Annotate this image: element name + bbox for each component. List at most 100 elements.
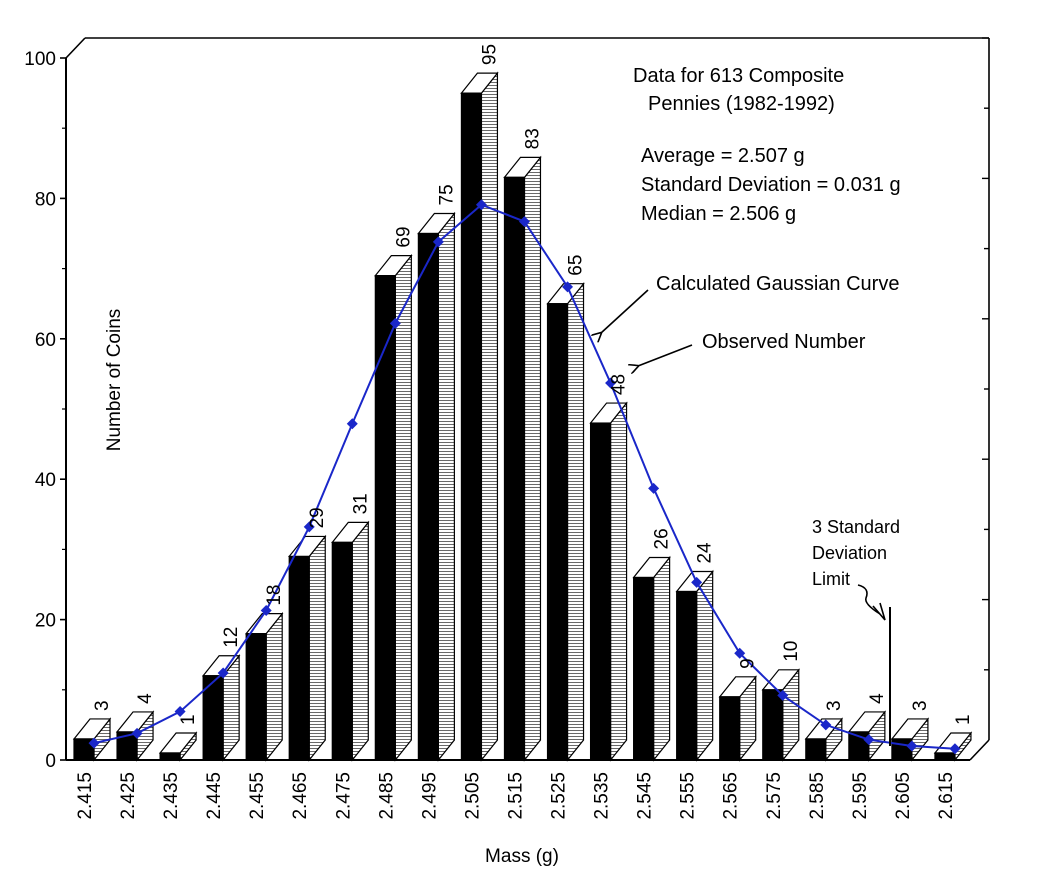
- x-tick-label: 2.425: [118, 772, 139, 820]
- bar-value-label: 69: [393, 226, 414, 247]
- bar-side-face: [308, 534, 326, 762]
- frame-bottom-right-depth: [969, 739, 990, 761]
- bar: [847, 710, 887, 762]
- bar: [287, 534, 327, 762]
- bar-value-label: 12: [221, 627, 242, 648]
- gaussian-curve-label: Calculated Gaussian Curve: [656, 273, 899, 295]
- y-tick-label: 0: [45, 751, 56, 772]
- x-tick-label: 2.505: [462, 772, 483, 820]
- median-text: Median = 2.506 g: [641, 203, 796, 225]
- gaussian-curve-point: [303, 521, 315, 533]
- bar-front-face: [288, 555, 310, 761]
- bar-value-label: 65: [566, 255, 587, 276]
- gaussian-curve-point: [562, 281, 574, 293]
- x-tick-label: 2.525: [549, 772, 570, 820]
- y-tick-label: 100: [24, 49, 56, 70]
- limit-arrow-head: [872, 602, 886, 621]
- gaussian-curve-point: [131, 727, 143, 739]
- bar-front-face: [633, 576, 655, 761]
- x-axis-tick-labels: 2.415 2.425 2.435 2.445 2.455 2.465 2.475 2.485…: [75, 772, 957, 820]
- bar: [761, 668, 801, 762]
- bar: [201, 654, 241, 762]
- y-tick-label: 40: [35, 470, 56, 491]
- bar: [890, 717, 930, 762]
- bar-front-face: [417, 232, 439, 761]
- bar: [460, 71, 499, 762]
- bar-value-label: 1: [178, 714, 199, 725]
- gaussian-curve-point: [691, 576, 703, 588]
- gaussian-curve-point: [475, 199, 487, 211]
- bar-value-label: 83: [522, 128, 543, 149]
- gaussian-arrow: [601, 289, 649, 333]
- x-tick-label: 2.415: [75, 772, 96, 820]
- x-tick-label: 2.595: [850, 772, 871, 820]
- bar-value-label: 31: [350, 493, 371, 514]
- gaussian-curve-point: [217, 667, 229, 679]
- x-tick-label: 2.455: [247, 772, 268, 820]
- bar-value-label: 24: [695, 542, 716, 564]
- bar-value-label: 29: [307, 507, 328, 528]
- gaussian-curve-point: [906, 740, 918, 752]
- bar-side-face: [653, 555, 671, 762]
- bar-value-label: 3: [92, 700, 113, 711]
- bar-front-face: [159, 752, 181, 761]
- observed-arrow: [638, 344, 693, 366]
- bar: [158, 731, 198, 762]
- x-tick-label: 2.465: [290, 772, 311, 820]
- gaussian-curve-point: [88, 737, 100, 749]
- x-tick-label: 2.585: [807, 772, 828, 820]
- gaussian-curve-point: [820, 719, 832, 731]
- x-tick-label: 2.535: [592, 772, 613, 820]
- bar: [374, 253, 413, 762]
- data-title-line1: Data for 613 Composite: [633, 65, 844, 87]
- x-tick-label: 2.485: [376, 772, 397, 820]
- gaussian-curve-point: [605, 377, 617, 389]
- bar-front-face: [460, 92, 483, 761]
- bar-value-label: 18: [264, 584, 285, 605]
- gaussian-curve-point: [777, 689, 789, 701]
- bar-side-face: [566, 281, 585, 762]
- bar: [417, 211, 456, 762]
- x-tick-label: 2.475: [333, 772, 354, 820]
- bar-front-face: [719, 696, 741, 761]
- bar-side-face: [609, 401, 628, 762]
- y-tick-label: 80: [35, 189, 56, 210]
- bar: [72, 717, 112, 762]
- bar-value-label: 3: [824, 700, 845, 711]
- gaussian-curve-point: [734, 647, 746, 659]
- bar-front-face: [762, 689, 784, 761]
- bar-front-face: [202, 675, 224, 761]
- bar-side-face: [265, 611, 283, 762]
- frame-top-left-depth: [65, 37, 86, 59]
- bar-value-label: 26: [652, 528, 673, 549]
- x-tick-label: 2.495: [419, 772, 440, 820]
- x-tick-label: 2.565: [721, 772, 742, 820]
- bar-value-label: 4: [135, 693, 156, 704]
- y-tick-label: 60: [35, 330, 56, 351]
- gaussian-curve-point: [389, 317, 401, 329]
- x-tick-label: 2.615: [936, 772, 957, 820]
- bar-value-label: 1: [953, 714, 974, 725]
- observed-number-label: Observed Number: [702, 331, 866, 353]
- limit-label-line2: Deviation: [812, 543, 887, 563]
- bar-front-face: [331, 541, 353, 761]
- bar-side-face: [523, 155, 542, 762]
- gaussian-curve-point: [648, 482, 660, 494]
- x-tick-label: 2.435: [161, 772, 182, 820]
- bar: [115, 710, 155, 762]
- gaussian-curve-point: [346, 418, 358, 430]
- bar: [718, 675, 757, 762]
- x-tick-label: 2.575: [764, 772, 785, 820]
- x-axis-title: Mass (g): [485, 846, 559, 867]
- right-frame-ticks: [982, 37, 989, 671]
- bar: [244, 611, 284, 762]
- bar-front-face: [891, 738, 913, 761]
- bar-front-face: [546, 303, 569, 761]
- bar-side-face: [437, 211, 455, 762]
- bar-front-face: [116, 731, 138, 761]
- y-tick-label: 20: [35, 611, 56, 632]
- x-tick-label: 2.445: [204, 772, 225, 820]
- bar-front-face: [934, 752, 956, 761]
